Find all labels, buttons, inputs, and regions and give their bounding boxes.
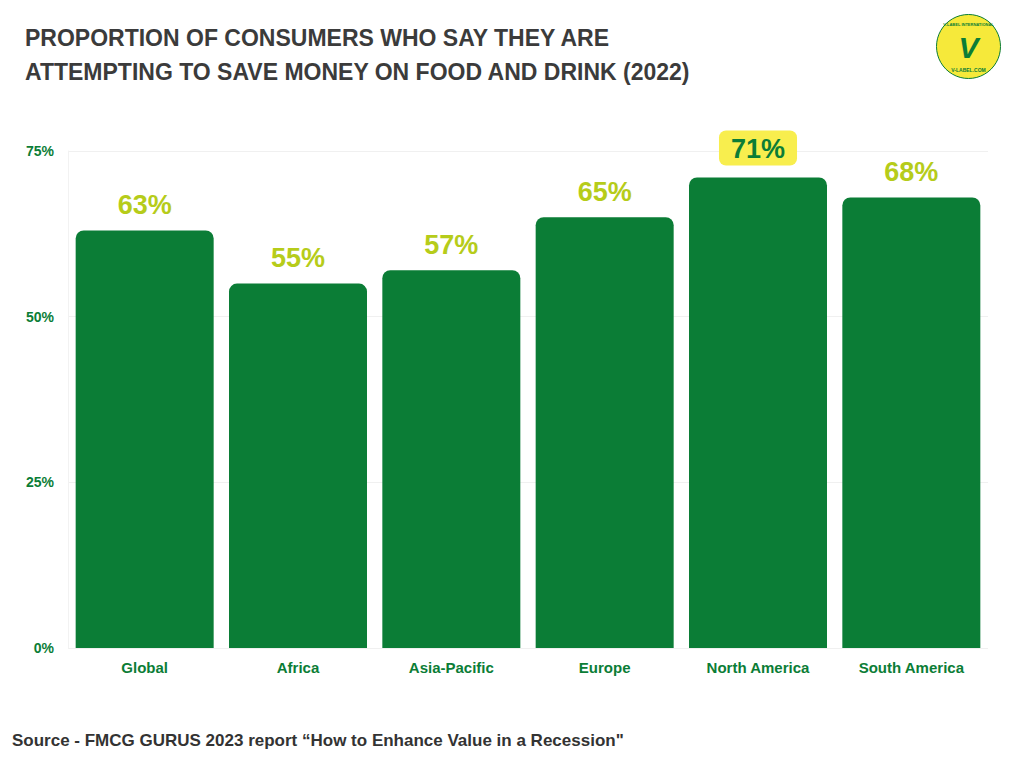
svg-text:55%: 55% xyxy=(271,243,325,273)
svg-text:68%: 68% xyxy=(884,157,938,187)
svg-text:PROPORTION OF CONSUMERS WHO SA: PROPORTION OF CONSUMERS WHO SAY THEY ARE xyxy=(25,25,609,51)
svg-text:75%: 75% xyxy=(26,143,55,159)
svg-text:57%: 57% xyxy=(424,230,478,260)
svg-text:V: V xyxy=(958,31,981,64)
svg-text:North America: North America xyxy=(707,659,810,676)
svg-text:63%: 63% xyxy=(118,190,172,220)
svg-text:0%: 0% xyxy=(34,640,55,656)
svg-text:V-LABEL.COM: V-LABEL.COM xyxy=(951,67,985,73)
svg-text:Africa: Africa xyxy=(277,659,320,676)
svg-text:Europe: Europe xyxy=(579,659,631,676)
svg-text:25%: 25% xyxy=(26,474,55,490)
svg-text:50%: 50% xyxy=(26,309,55,325)
svg-text:V-LABEL INTERNATIONAL: V-LABEL INTERNATIONAL xyxy=(943,22,994,27)
svg-text:65%: 65% xyxy=(578,177,632,207)
svg-text:71%: 71% xyxy=(731,134,785,164)
svg-text:South America: South America xyxy=(859,659,965,676)
svg-text:Source - FMCG GURUS 2023 repor: Source - FMCG GURUS 2023 report “How to … xyxy=(12,731,624,750)
svg-text:ATTEMPTING TO SAVE MONEY ON FO: ATTEMPTING TO SAVE MONEY ON FOOD AND DRI… xyxy=(25,59,690,85)
svg-text:Asia-Pacific: Asia-Pacific xyxy=(409,659,494,676)
svg-text:Global: Global xyxy=(121,659,168,676)
